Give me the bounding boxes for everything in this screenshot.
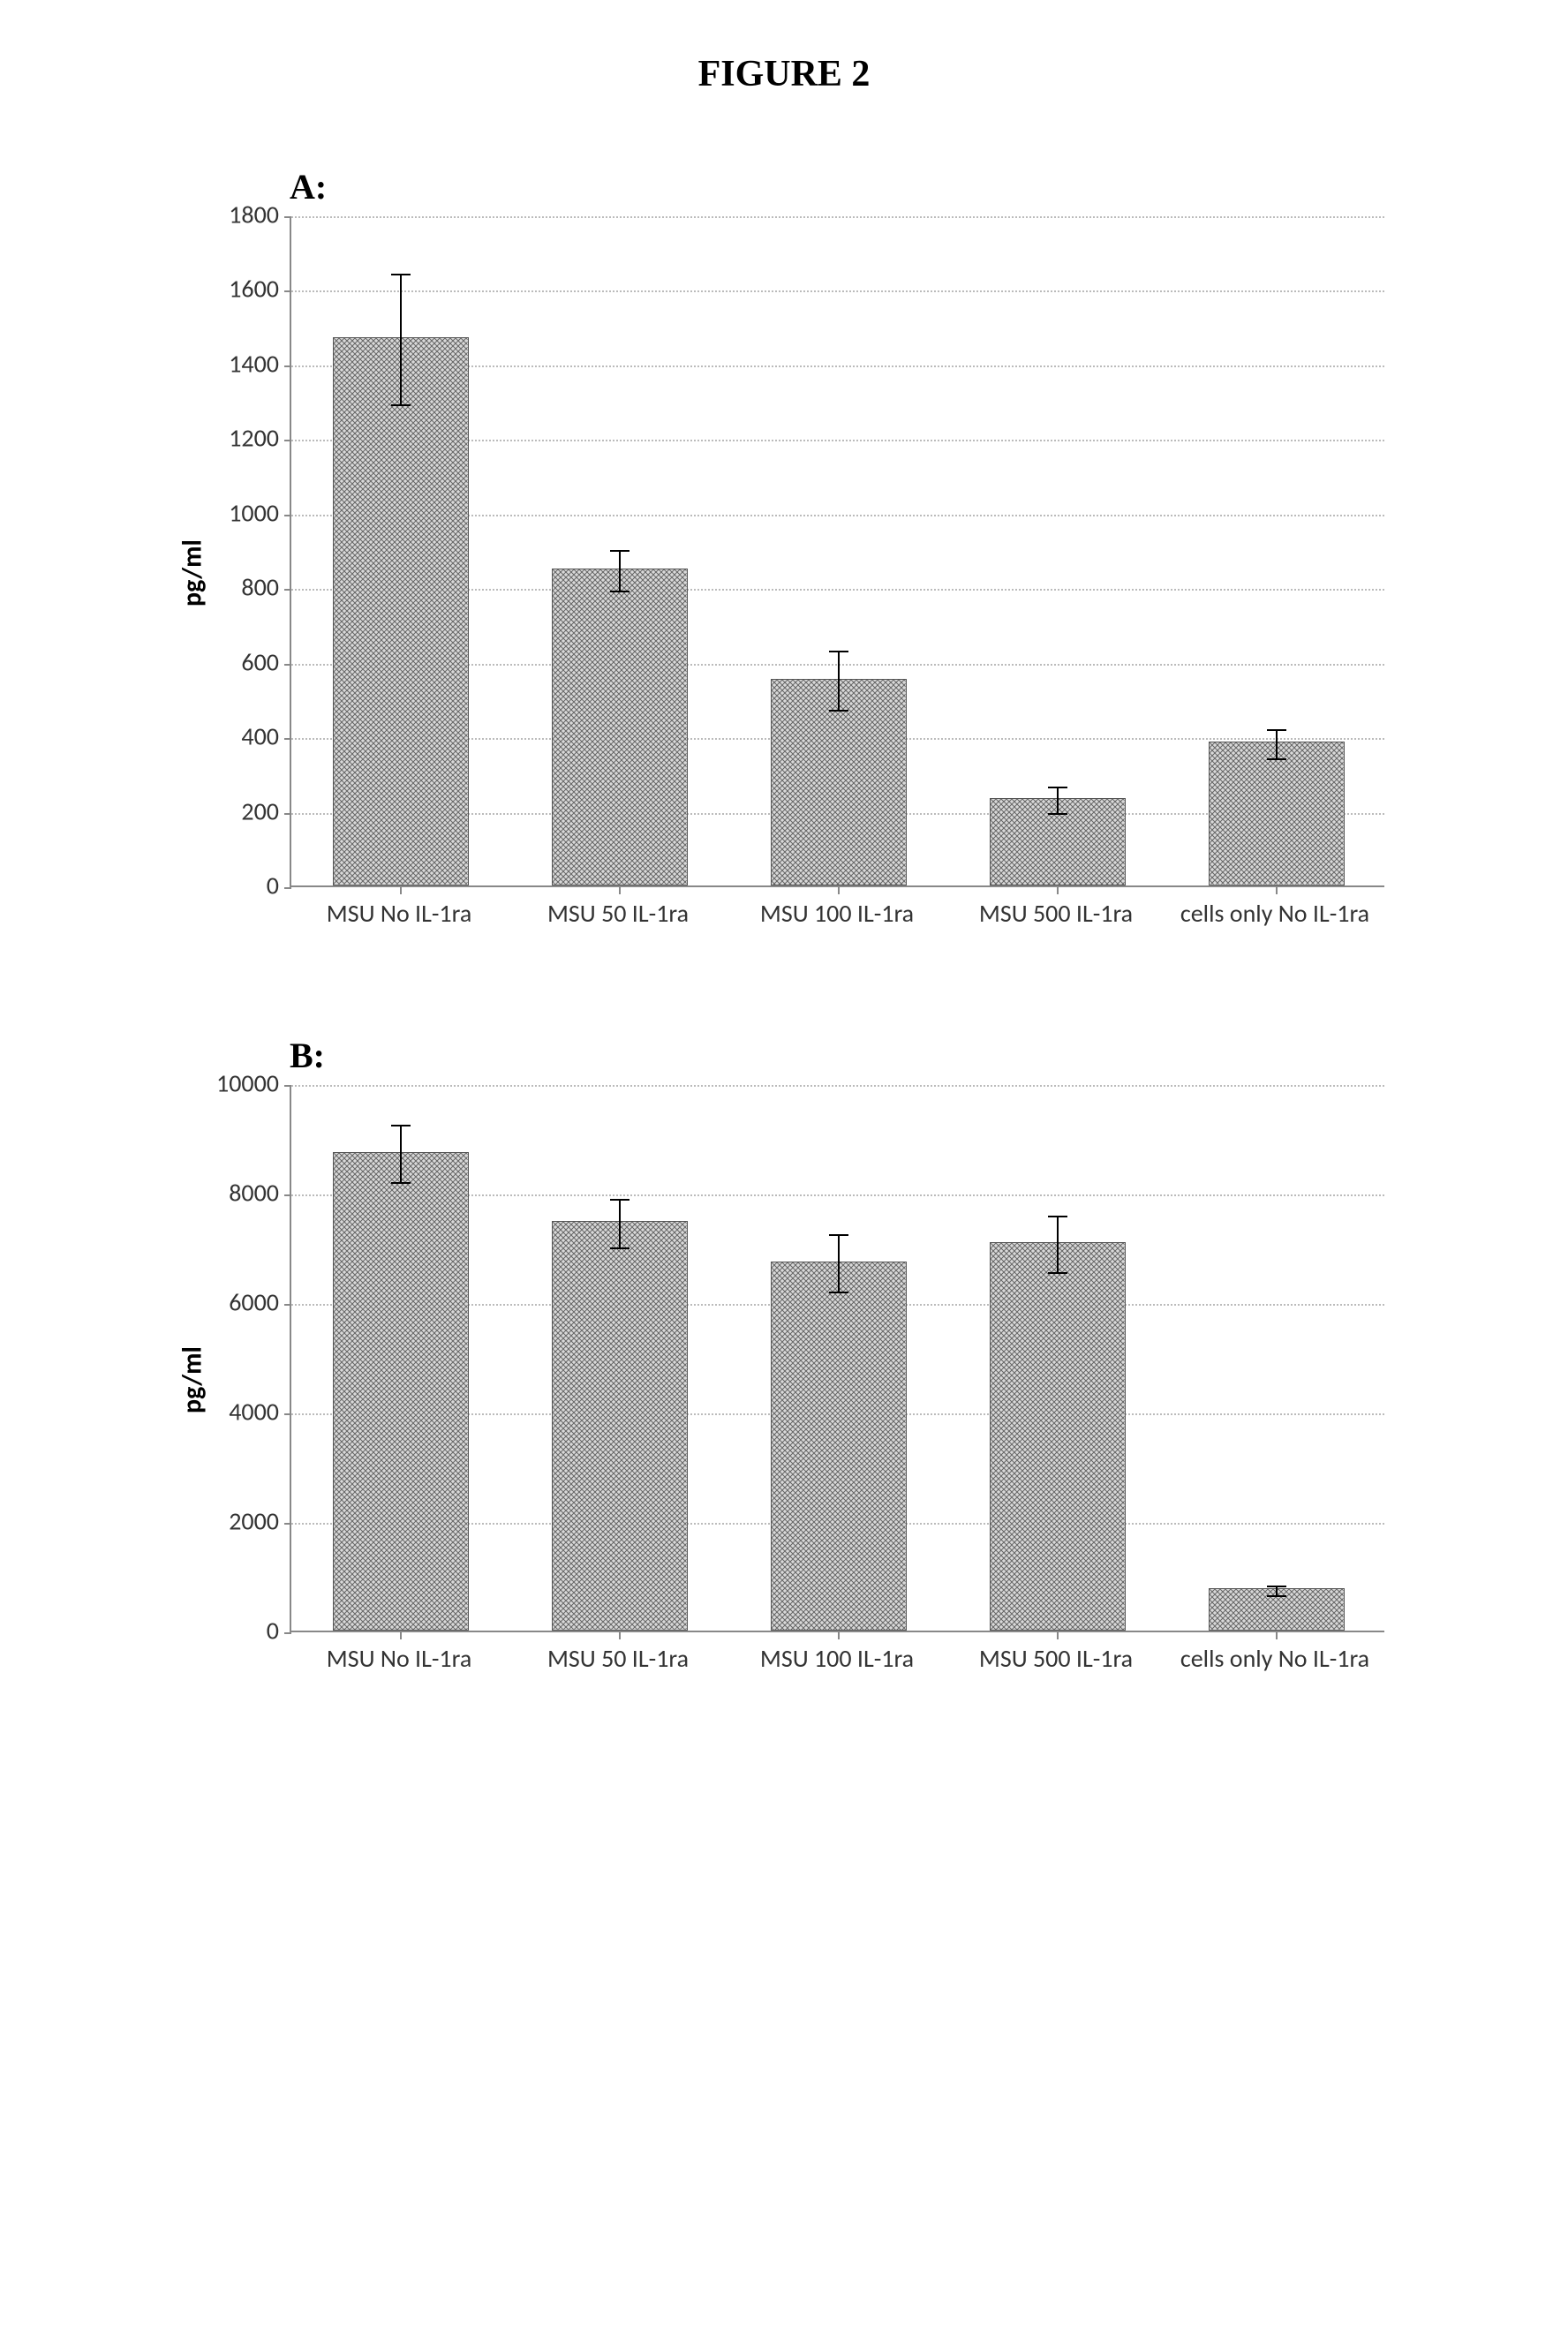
y-tick-label: 8000	[229, 1178, 291, 1209]
figure-page: FIGURE 2 A:pg/ml020040060080010001200140…	[0, 0, 1568, 1674]
y-tick-label: 800	[241, 572, 291, 603]
error-bar	[1276, 729, 1278, 759]
x-tick-label: MSU 50 IL-1ra	[509, 898, 727, 929]
error-cap	[1267, 758, 1286, 760]
x-tick-label: cells only No IL-1ra	[1165, 898, 1384, 929]
y-tick-label: 0	[267, 1616, 291, 1646]
plot-area: 020040060080010001200140016001800	[290, 216, 1384, 887]
plot-area: 0200040006000800010000	[290, 1085, 1384, 1632]
error-cap	[829, 710, 848, 712]
error-cap	[1048, 1272, 1067, 1274]
y-tick-label: 4000	[229, 1397, 291, 1428]
bar	[333, 1152, 469, 1631]
error-cap	[1048, 1216, 1067, 1217]
error-bar	[619, 550, 621, 591]
panels-container: A:pg/ml020040060080010001200140016001800…	[0, 166, 1568, 1674]
error-bar	[838, 651, 840, 711]
error-bar	[619, 1199, 621, 1247]
error-cap	[1267, 1586, 1286, 1587]
x-tick-mark	[1057, 1632, 1059, 1639]
error-cap	[391, 404, 411, 406]
x-tick-mark	[838, 1632, 840, 1639]
error-bar	[1057, 1216, 1059, 1272]
error-cap	[1048, 787, 1067, 788]
bar	[552, 569, 688, 885]
chart-panel: A:pg/ml020040060080010001200140016001800…	[166, 166, 1402, 929]
error-cap	[829, 1234, 848, 1236]
x-tick-label: MSU 100 IL-1ra	[727, 898, 946, 929]
y-tick-label: 200	[241, 795, 291, 826]
error-cap	[610, 1199, 629, 1201]
x-tick-mark	[838, 887, 840, 894]
error-bar	[1057, 787, 1059, 813]
bar	[1209, 742, 1345, 885]
bar	[333, 337, 469, 885]
error-cap	[610, 591, 629, 592]
error-bar	[400, 274, 402, 404]
error-cap	[1267, 1595, 1286, 1597]
grid-line	[291, 216, 1384, 218]
x-tick-mark	[1276, 1632, 1278, 1639]
y-axis-label: pg/ml	[177, 1346, 209, 1413]
x-tick-label: MSU 100 IL-1ra	[727, 1643, 946, 1674]
y-tick-label: 2000	[229, 1506, 291, 1537]
x-labels-row: MSU No IL-1raMSU 50 IL-1raMSU 100 IL-1ra…	[290, 1643, 1384, 1674]
y-tick-label: 600	[241, 646, 291, 677]
x-tick-mark	[400, 887, 402, 894]
y-tick-label: 1400	[229, 348, 291, 379]
error-cap	[391, 274, 411, 275]
x-tick-mark	[619, 1632, 621, 1639]
bar	[552, 1221, 688, 1631]
error-bar	[838, 1234, 840, 1291]
error-cap	[829, 1292, 848, 1293]
grid-line	[291, 1085, 1384, 1087]
error-cap	[391, 1182, 411, 1184]
y-tick-label: 1600	[229, 274, 291, 305]
chart-wrap: pg/ml 020040060080010001200140016001800 MS…	[166, 216, 1402, 929]
y-tick-label: 6000	[229, 1287, 291, 1318]
y-tick-label: 400	[241, 721, 291, 752]
y-tick-label: 1800	[229, 200, 291, 230]
error-cap	[1267, 729, 1286, 731]
y-tick-label: 10000	[216, 1068, 291, 1099]
x-tick-mark	[619, 887, 621, 894]
bar	[771, 1262, 907, 1631]
error-cap	[610, 550, 629, 552]
x-tick-label: cells only No IL-1ra	[1165, 1643, 1384, 1674]
bar	[990, 1242, 1126, 1631]
x-tick-label: MSU No IL-1ra	[290, 898, 509, 929]
chart-wrap: pg/ml 0200040006000800010000 MSU No IL-1ra…	[166, 1085, 1402, 1674]
y-tick-label: 0	[267, 870, 291, 901]
x-tick-label: MSU 500 IL-1ra	[946, 898, 1165, 929]
error-cap	[610, 1247, 629, 1249]
grid-line	[291, 290, 1384, 292]
y-tick-label: 1000	[229, 497, 291, 528]
y-axis-label: pg/ml	[177, 539, 209, 606]
x-tick-mark	[400, 1632, 402, 1639]
x-tick-label: MSU 500 IL-1ra	[946, 1643, 1165, 1674]
x-tick-label: MSU No IL-1ra	[290, 1643, 509, 1674]
error-cap	[391, 1125, 411, 1126]
chart-panel: B:pg/ml0200040006000800010000MSU No IL-1…	[166, 1035, 1402, 1674]
panel-label: B:	[290, 1035, 1402, 1076]
x-tick-mark	[1276, 887, 1278, 894]
error-cap	[829, 651, 848, 652]
x-tick-mark	[1057, 887, 1059, 894]
x-tick-label: MSU 50 IL-1ra	[509, 1643, 727, 1674]
figure-title: FIGURE 2	[0, 53, 1568, 95]
y-tick-label: 1200	[229, 423, 291, 454]
error-cap	[1048, 813, 1067, 815]
panel-label: A:	[290, 166, 1402, 207]
x-labels-row: MSU No IL-1raMSU 50 IL-1raMSU 100 IL-1ra…	[290, 898, 1384, 929]
error-bar	[400, 1125, 402, 1181]
